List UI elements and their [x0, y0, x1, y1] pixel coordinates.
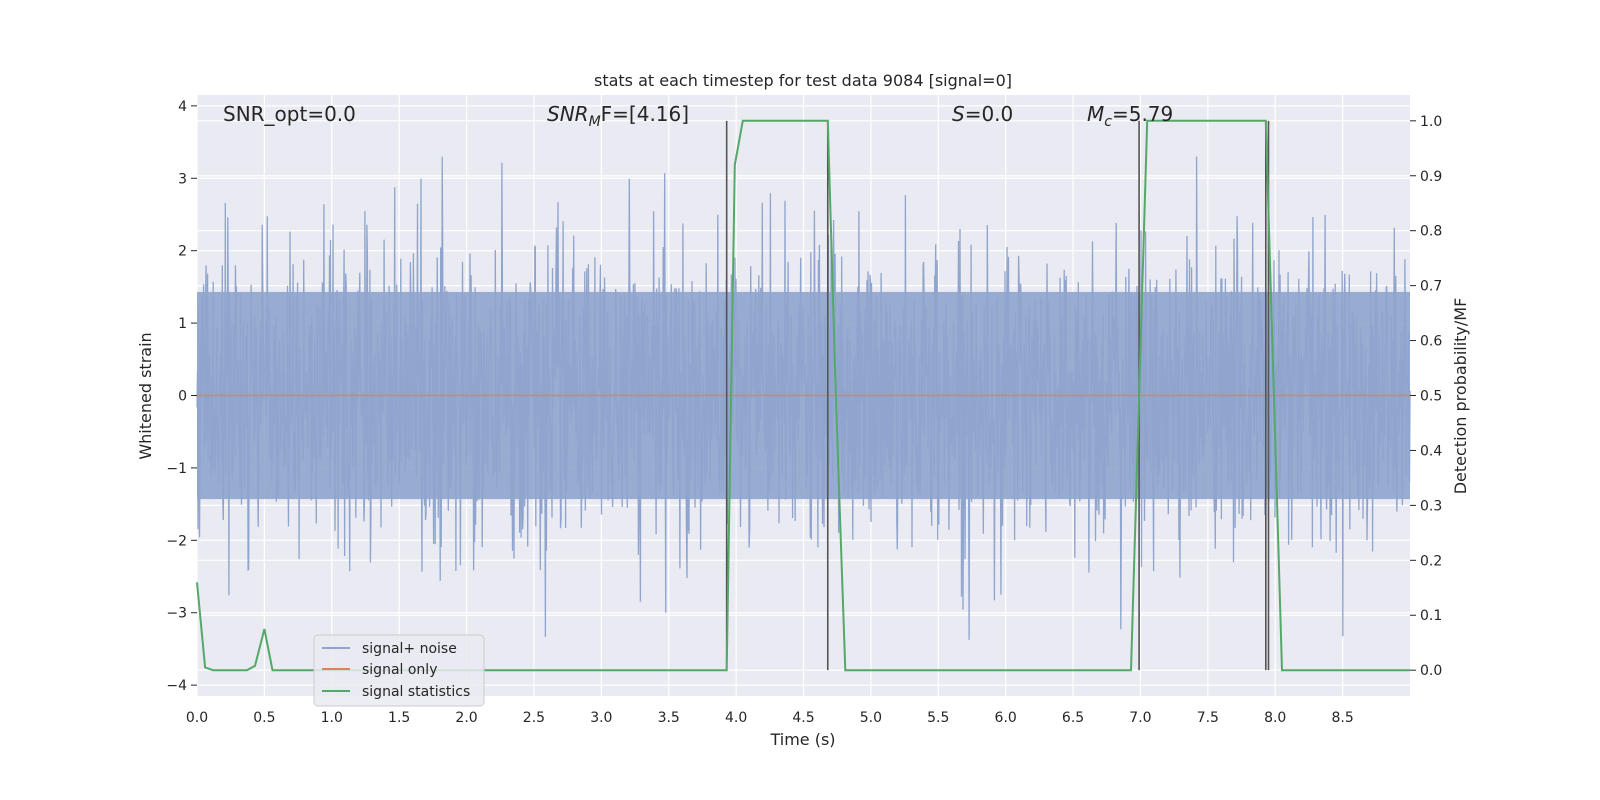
y2-tick-label: 0.0: [1420, 663, 1442, 679]
x-tick-label: 8.5: [1331, 710, 1353, 726]
legend-label-signal-noise: signal+ noise: [362, 641, 457, 657]
x-tick-label: 5.5: [927, 710, 949, 726]
y-tick-label: −2: [166, 533, 187, 549]
vertical-markers: [725, 120, 1270, 671]
x-tick-label: 1.0: [321, 710, 343, 726]
annotation-snr-mf: SNRMF=[4.16]: [547, 102, 689, 130]
y2-tick-label: 0.1: [1420, 608, 1442, 624]
y2-axis-label: Detection probability/MF: [1451, 298, 1470, 495]
y-tick-label: 2: [178, 244, 187, 260]
annotation-mc: Mc=5.79: [1087, 102, 1173, 130]
statistics-line: [196, 119, 1410, 672]
legend-box: [313, 634, 485, 707]
x-tick-label: 8.0: [1264, 710, 1286, 726]
y-tick-label: 3: [178, 171, 187, 187]
x-axis-label: Time (s): [769, 730, 835, 749]
y-axis-ticks: −4 −3 −2 −1 0 1 2 3 4: [166, 99, 197, 694]
y2-tick-label: 0.3: [1420, 498, 1442, 514]
x-tick-label: 6.5: [1062, 710, 1084, 726]
x-tick-label: 4.0: [725, 710, 747, 726]
y2-tick-label: 0.9: [1420, 169, 1442, 185]
y-tick-label: −3: [166, 606, 187, 622]
x-axis-ticks: 0.0 0.5 1.0 1.5 2.0 2.5 3.0 3.5 4.0 4.5 5.0 5.5 6.0 6…: [186, 710, 1354, 726]
x-tick-label: 4.5: [792, 710, 814, 726]
x-tick-label: 7.0: [1129, 710, 1151, 726]
y-tick-label: 4: [178, 99, 187, 115]
x-tick-label: 0.0: [186, 710, 208, 726]
x-tick-label: 0.5: [253, 710, 275, 726]
x-tick-label: 2.5: [523, 710, 545, 726]
y-tick-label: 1: [178, 316, 187, 332]
y-tick-label: −1: [166, 461, 187, 477]
series-signal-statistics: [196, 119, 1410, 672]
annotation-s: S=0.0: [952, 102, 1013, 126]
legend: signal+ noise signal only signal statist…: [313, 634, 485, 707]
annotation-snr-opt: SNR_opt=0.0: [223, 102, 356, 126]
y2-tick-label: 0.2: [1420, 553, 1442, 569]
y2-tick-label: 0.7: [1420, 279, 1442, 295]
chart-title: stats at each timestep for test data 908…: [594, 71, 1012, 90]
legend-label-signal-only: signal only: [362, 662, 437, 678]
noise-line: [196, 156, 1411, 640]
legend-label-signal-statistics: signal statistics: [362, 684, 470, 700]
x-tick-label: 2.0: [455, 710, 477, 726]
x-tick-label: 6.0: [995, 710, 1017, 726]
y-tick-label: −4: [166, 678, 187, 694]
x-tick-label: 5.0: [860, 710, 882, 726]
y-axis-label: Whitened strain: [136, 332, 155, 459]
x-tick-label: 3.5: [658, 710, 680, 726]
x-tick-label: 7.5: [1197, 710, 1219, 726]
y2-tick-label: 0.5: [1420, 389, 1442, 405]
y2-axis-ticks: 0.0 0.1 0.2 0.3 0.4 0.5 0.6 0.7 0.8 0.9 1.0: [1410, 114, 1442, 679]
x-tick-label: 3.0: [590, 710, 612, 726]
y2-tick-label: 0.4: [1420, 443, 1442, 459]
x-tick-label: 1.5: [388, 710, 410, 726]
y-tick-label: 0: [178, 389, 187, 405]
y2-tick-label: 1.0: [1420, 114, 1442, 130]
y2-tick-label: 0.6: [1420, 334, 1442, 350]
y2-tick-label: 0.8: [1420, 224, 1442, 240]
